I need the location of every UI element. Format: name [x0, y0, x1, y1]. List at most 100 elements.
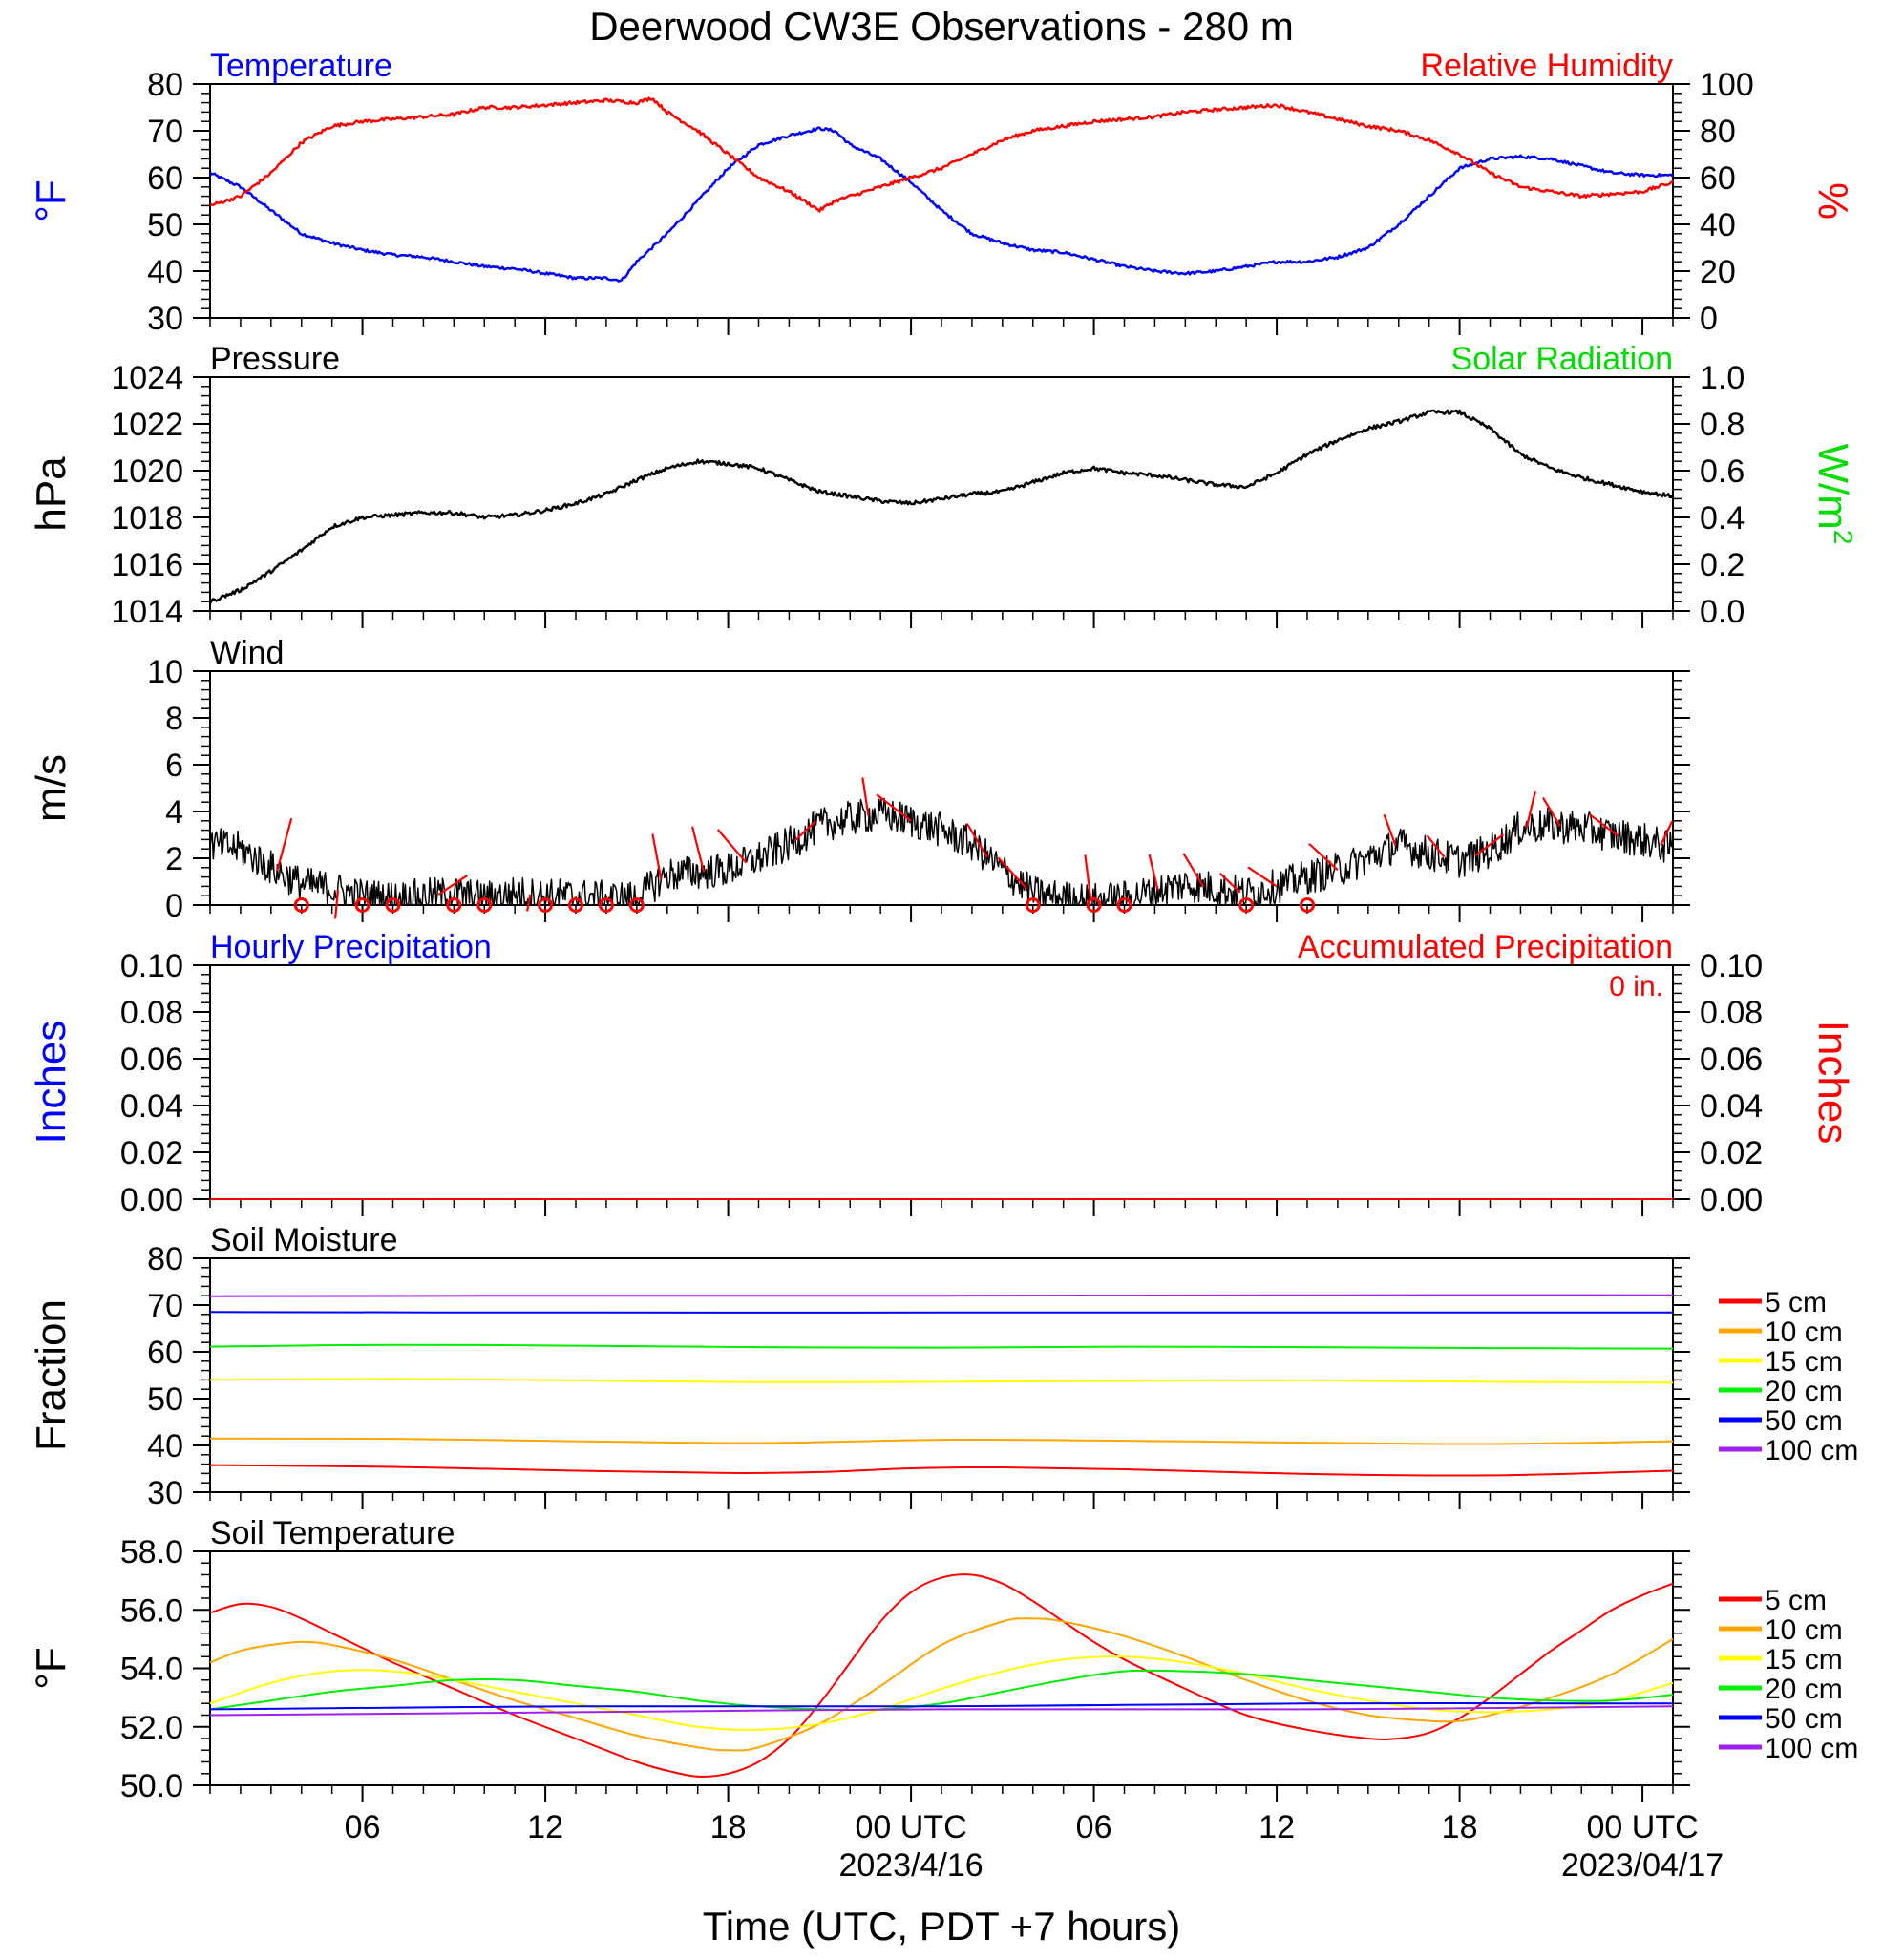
y-tick-label-left: 40 — [147, 254, 183, 290]
y-tick-label-left: 40 — [147, 1428, 183, 1465]
x-tick-date-label: 2023/04/17 — [1561, 1847, 1724, 1884]
x-tick-label: 00 UTC — [1587, 1809, 1699, 1845]
y-tick-label-left: 30 — [147, 1475, 183, 1511]
y-tick-label-right: 1.0 — [1700, 360, 1745, 396]
y-tick-label-right: 0.2 — [1700, 547, 1745, 583]
wind-barb — [965, 823, 988, 858]
panel-precip: 0.00 0.02 0.04 0.06 0.08 0.10 0.00 0.02 0.04 0.06… — [28, 929, 1856, 1218]
y-tick-label-left: 8 — [165, 701, 183, 737]
x-tick-label: 18 — [710, 1809, 747, 1845]
y-tick-label-left: 0.04 — [120, 1088, 183, 1125]
calm-wind-marker — [446, 897, 462, 913]
y-tick-label-left: 56.0 — [120, 1592, 183, 1629]
y-tick-label-left: 58.0 — [120, 1534, 183, 1570]
y-axis-label-left: °F — [28, 1647, 74, 1689]
y-axis-label-right: Inches — [1809, 1021, 1856, 1145]
wind-barb — [276, 817, 293, 872]
wind-barb — [1219, 872, 1241, 894]
wind-barb — [794, 820, 816, 842]
y-tick-label-left: 0 — [165, 888, 183, 924]
x-tick-label: 12 — [1259, 1809, 1295, 1845]
panel-title-right: Relative Humidity — [1420, 48, 1673, 84]
calm-wind-marker — [1300, 897, 1315, 913]
y-tick-label-left: 2 — [165, 841, 183, 877]
y-tick-label-left: 4 — [165, 794, 183, 831]
panel-soil_moisture: 30 40 50 60 70 80 Soil Moisture Fraction 5 cm10 … — [28, 1222, 1858, 1511]
legend-label: 50 cm — [1765, 1703, 1843, 1735]
y-tick-label-right: 0.0 — [1700, 594, 1745, 630]
calm-wind-marker — [354, 897, 370, 913]
y-tick-label-left: 80 — [147, 1241, 183, 1277]
legend-label: 15 cm — [1765, 1644, 1843, 1675]
wind-barb — [1541, 796, 1561, 828]
y-tick-label-right: 60 — [1700, 160, 1736, 197]
y-axis-label-right: W/m2 — [1809, 444, 1858, 545]
y-axis-label-right: % — [1809, 182, 1856, 220]
y-tick-label-left: 50 — [147, 1381, 183, 1418]
legend-label: 50 cm — [1765, 1405, 1843, 1437]
series-100-cm — [209, 1705, 1674, 1717]
x-tick-date-label: 2023/4/16 — [838, 1847, 983, 1884]
y-axis-label-superscript: 2 — [1829, 530, 1858, 545]
calm-wind-marker — [385, 897, 401, 913]
y-tick-label-left: 70 — [147, 114, 183, 150]
y-tick-label-left: 70 — [147, 1288, 183, 1324]
y-tick-label-right: 0.8 — [1700, 407, 1745, 443]
y-axis-label-left: hPa — [28, 456, 74, 532]
series-temperature — [209, 126, 1674, 283]
y-tick-label-right: 0.10 — [1700, 948, 1763, 984]
wind-barb — [333, 890, 340, 919]
legend-label: 5 cm — [1765, 1287, 1827, 1318]
x-tick-label: 06 — [1076, 1809, 1112, 1845]
y-tick-label-right: 0.4 — [1700, 500, 1745, 537]
legend-label: 10 cm — [1765, 1317, 1843, 1348]
wind-barb — [1084, 854, 1092, 900]
y-tick-label-left: 0.08 — [120, 995, 183, 1031]
y-tick-label-right: 0.00 — [1700, 1182, 1763, 1218]
series-20-cm — [209, 1669, 1674, 1711]
calm-wind-marker — [293, 897, 309, 913]
y-tick-label-right: 40 — [1700, 207, 1736, 243]
y-tick-label-left: 1022 — [111, 407, 183, 443]
y-tick-label-left: 0.00 — [120, 1182, 183, 1218]
y-tick-label-left: 10 — [147, 654, 183, 690]
series-20-cm — [209, 1343, 1674, 1350]
y-tick-label-right: 20 — [1700, 254, 1736, 290]
panel-title-right: Accumulated Precipitation — [1298, 929, 1673, 965]
wind-barb — [1588, 813, 1619, 837]
panel-pressure: 1014 1016 1018 1020 1022 1024 0.0 0.2 0.4 0.6 0.8 1… — [28, 341, 1858, 630]
legend-label: 5 cm — [1765, 1585, 1827, 1616]
panel-title-left: Hourly Precipitation — [210, 929, 492, 965]
legend-label: 10 cm — [1765, 1614, 1843, 1646]
legend-label: 20 cm — [1765, 1674, 1843, 1705]
x-axis-label: Time (UTC, PDT +7 hours) — [703, 1904, 1181, 1949]
y-tick-label-left: 60 — [147, 160, 183, 197]
wind-barb — [1426, 834, 1446, 858]
calm-wind-marker — [598, 897, 614, 913]
calm-wind-marker — [568, 897, 583, 913]
calm-wind-marker — [628, 897, 645, 913]
panel-title-left: Wind — [210, 635, 284, 671]
wind-barb — [716, 829, 748, 864]
panel-title-left: Pressure — [210, 341, 340, 377]
calm-wind-marker — [1086, 897, 1102, 913]
y-tick-label-right: 0.02 — [1700, 1135, 1763, 1171]
panel-soil_temperature: 50.0 52.0 54.0 56.0 58.0 Soil Temperature °F 5 … — [28, 1515, 1858, 1804]
y-tick-label-right: 0.08 — [1700, 995, 1763, 1031]
y-tick-label-left: 50 — [147, 207, 183, 243]
panel-title-right: Solar Radiation — [1451, 341, 1673, 377]
wind-barb — [1247, 866, 1278, 888]
x-tick-label: 06 — [345, 1809, 381, 1845]
series-5-cm — [209, 1464, 1674, 1477]
y-axis-label-left: m/s — [28, 754, 74, 822]
calm-wind-marker — [1116, 897, 1132, 913]
series-50-cm — [209, 1311, 1673, 1314]
y-tick-label-left: 54.0 — [120, 1652, 183, 1688]
series-wind — [209, 796, 1674, 906]
series-50-cm — [209, 1702, 1674, 1711]
panel-wind: 0 2 4 6 8 10 Wind m/s — [28, 635, 1690, 924]
accumulated-value: 0 in. — [1609, 971, 1663, 1002]
wind-barb — [1660, 820, 1674, 846]
series-5-cm — [209, 1573, 1674, 1778]
